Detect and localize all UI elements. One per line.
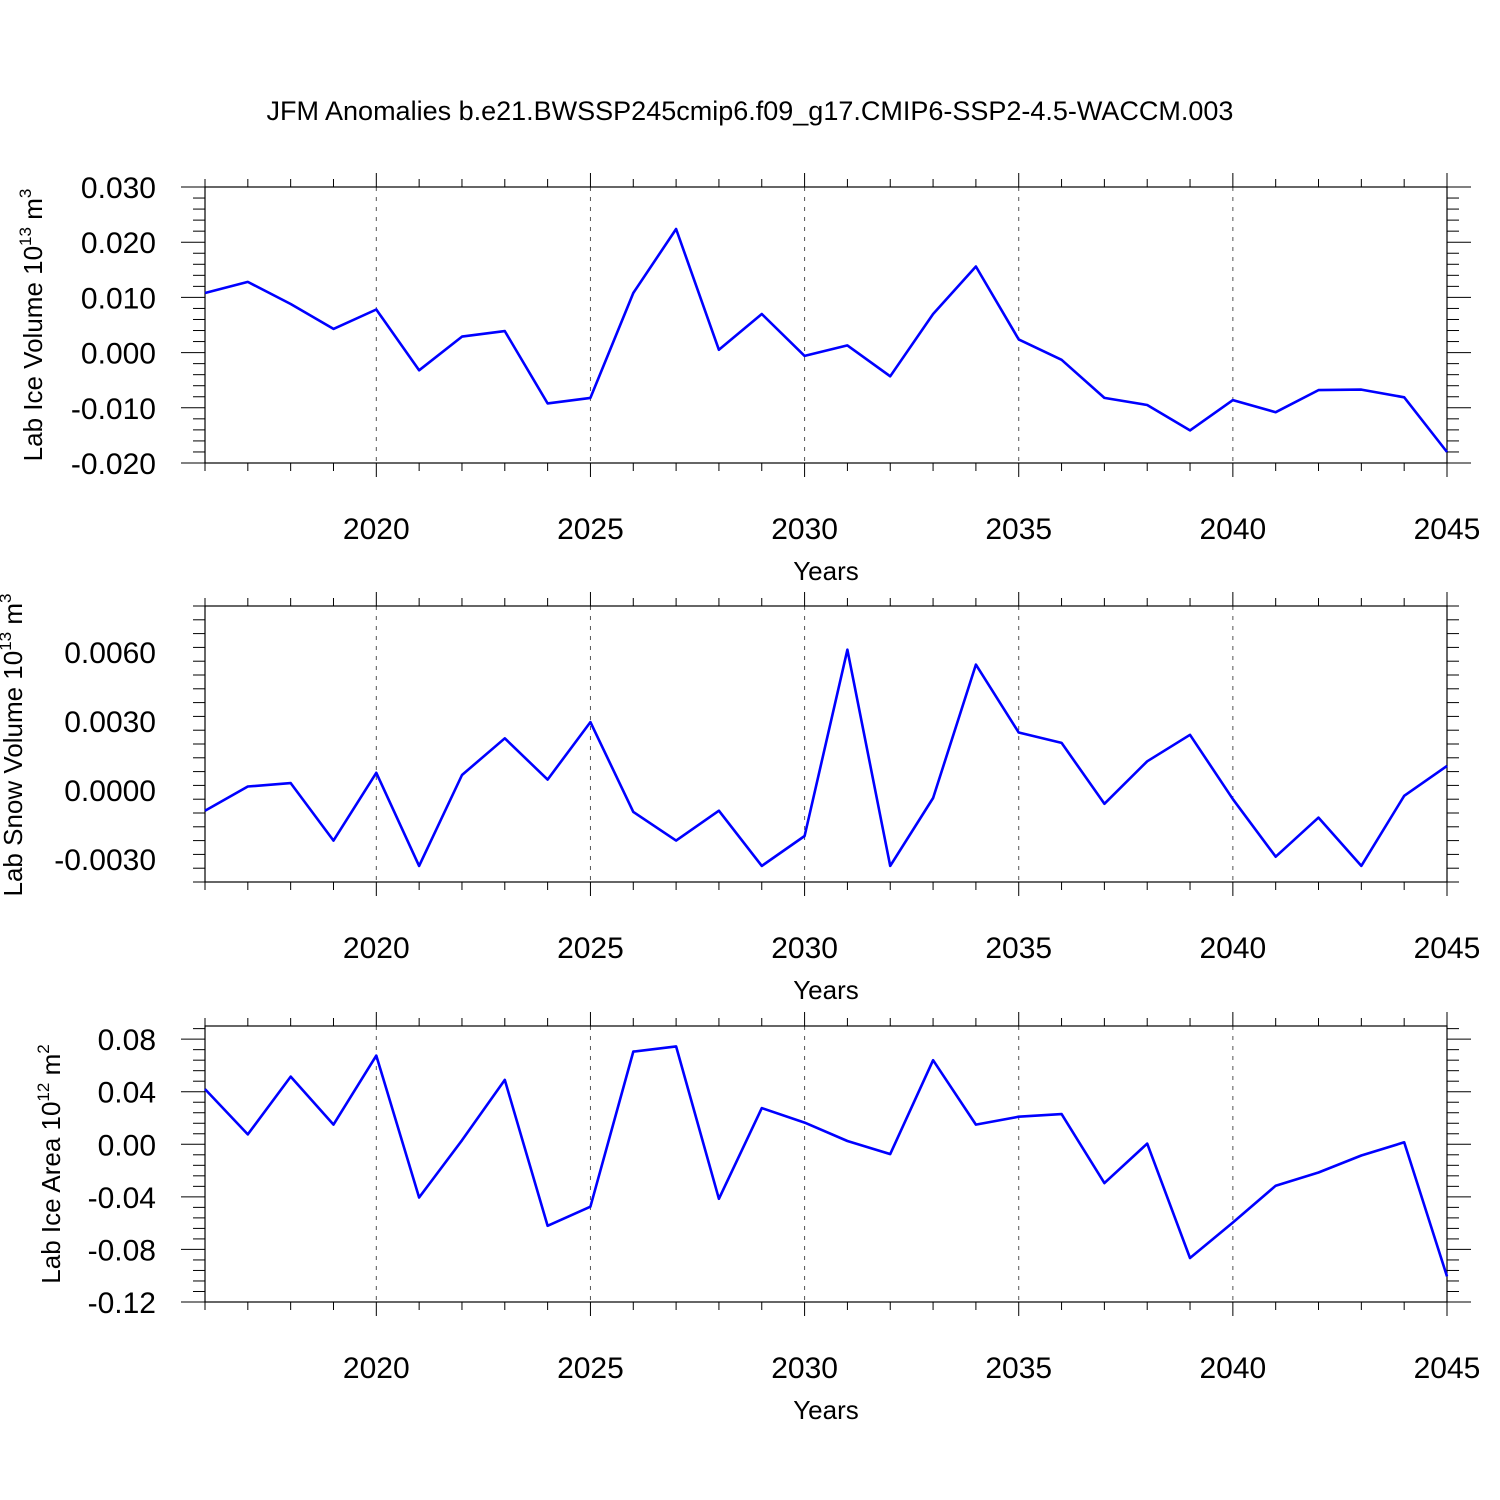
x-tick-label: 2045	[1414, 513, 1481, 546]
x-tick-label: 2030	[771, 932, 838, 965]
x-tick-label: 2040	[1199, 932, 1266, 965]
x-tick-label: 2045	[1414, 1352, 1481, 1385]
y-tick-label: -0.010	[71, 393, 156, 426]
y-tick-label: 0.020	[81, 227, 156, 260]
x-tick-label: 2020	[343, 513, 410, 546]
series-line	[204, 648, 1448, 868]
y-tick-label: 0.00	[98, 1129, 156, 1162]
x-tick-label: 2025	[557, 932, 624, 965]
series-line	[204, 227, 1449, 453]
x-tick-label: 2035	[985, 932, 1052, 965]
chart-panel-2: -0.0030 0.0000 0.0030 0.0060 2020 2025 2030 203…	[0, 592, 1480, 1005]
y-tick-label: 0.0000	[64, 775, 156, 808]
x-tick-label: 2035	[985, 1352, 1052, 1385]
x-tick-label: 2025	[557, 513, 624, 546]
y-tick-label: -0.020	[71, 448, 156, 481]
x-tick-label: 2040	[1199, 513, 1266, 546]
x-tick-label: 2020	[343, 932, 410, 965]
x-tick-label: 2040	[1199, 1352, 1266, 1385]
y-axis-title: Lab Ice Volume 1013 m3	[16, 189, 48, 462]
plot-frame	[204, 186, 1448, 464]
x-axis-title: Years	[793, 556, 859, 586]
x-tick-label: 2025	[557, 1352, 624, 1385]
y-tick-label: 0.000	[81, 338, 156, 371]
y-axis-title: Lab Snow Volume 1013 m3	[0, 593, 28, 896]
y-tick-label: 0.010	[81, 282, 156, 315]
x-axis-title: Years	[793, 975, 859, 1005]
x-tick-label: 2035	[985, 513, 1052, 546]
chart-panel-1: -0.020 -0.010 0.000 0.010 0.020 0.030 2020 2025…	[16, 172, 1480, 586]
y-tick-label: 0.0030	[64, 706, 156, 739]
x-tick-label: 2030	[771, 513, 838, 546]
x-tick-label: 2030	[771, 1352, 838, 1385]
y-tick-label: -0.0030	[54, 844, 156, 877]
y-axis-title: Lab Ice Area 1012 m2	[34, 1044, 66, 1283]
x-axis-title: Years	[793, 1395, 859, 1425]
x-tick-label: 2020	[343, 1352, 410, 1385]
y-tick-label: -0.08	[88, 1234, 156, 1267]
chart-panel-3: -0.12 -0.08 -0.04 0.00 0.04 0.08 2020 2025 2030 2…	[34, 1012, 1480, 1425]
series-line	[204, 1045, 1449, 1277]
y-tick-label: 0.04	[98, 1077, 156, 1110]
plot-frame	[204, 1025, 1448, 1303]
x-tick-label: 2045	[1414, 932, 1481, 965]
y-tick-label: 0.0060	[64, 637, 156, 670]
page-title: JFM Anomalies b.e21.BWSSP245cmip6.f09_g1…	[266, 96, 1234, 126]
y-tick-label: 0.08	[98, 1024, 156, 1057]
y-tick-label: -0.12	[88, 1287, 156, 1320]
y-tick-label: -0.04	[88, 1182, 156, 1215]
y-tick-label: 0.030	[81, 172, 156, 205]
